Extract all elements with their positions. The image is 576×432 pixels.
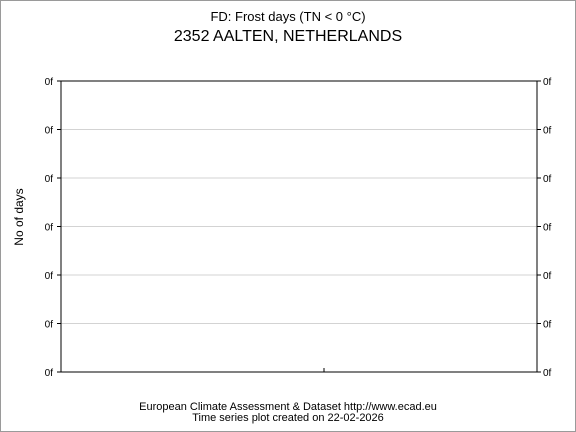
y-tick-label-right: 0f	[543, 126, 552, 137]
chart-subtitle: 2352 AALTEN, NETHERLANDS	[173, 28, 403, 45]
chart-title: FD: Frost days (TN < 0 °C)	[210, 9, 366, 24]
footer-source: European Climate Assessment & Dataset ht…	[139, 401, 437, 413]
y-tick-label-left: 0f	[45, 77, 54, 88]
y-tick-label-left: 0f	[45, 223, 54, 234]
y-tick-label-right: 0f	[543, 77, 552, 88]
y-tick-label-right: 0f	[543, 271, 552, 282]
y-tick-label-left: 0f	[45, 271, 54, 282]
y-tick-label-right: 0f	[543, 320, 552, 331]
y-tick-label-right: 0f	[543, 174, 552, 185]
y-tick-label-left: 0f	[45, 174, 54, 185]
y-tick-label-left: 0f	[45, 368, 54, 379]
footer-created: Time series plot created on 22-02-2026	[192, 412, 384, 424]
y-tick-label-right: 0f	[543, 223, 552, 234]
y-tick-label-left: 0f	[45, 126, 54, 137]
y-tick-label-left: 0f	[45, 320, 54, 331]
y-tick-label-right: 0f	[543, 368, 552, 379]
